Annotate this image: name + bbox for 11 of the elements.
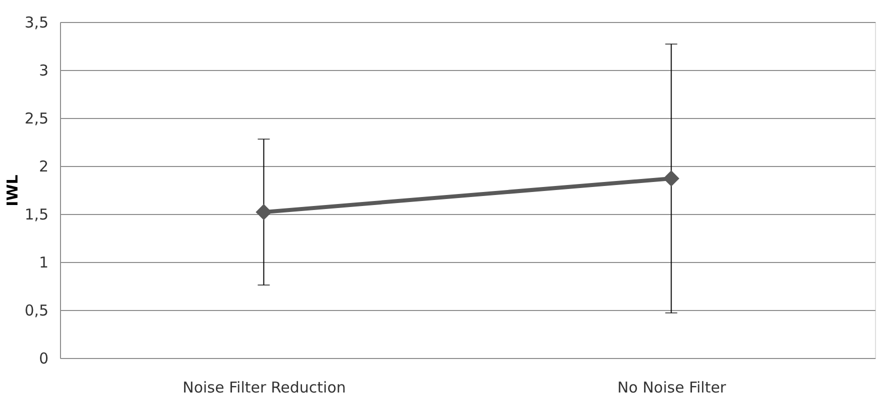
y-tick-label: 1: [38, 254, 48, 272]
y-tick-label: 2,5: [24, 110, 48, 128]
y-tick-label: 1,5: [24, 206, 48, 224]
y-tick-label: 0: [38, 350, 48, 368]
y-axis-title: IWL: [4, 174, 22, 206]
y-tick-label: 3: [38, 62, 48, 80]
x-tick-label: No Noise Filter: [617, 378, 727, 396]
y-tick-label: 3,5: [24, 14, 48, 32]
y-tick-label: 2: [38, 158, 48, 176]
y-tick-label: 0,5: [24, 302, 48, 320]
x-tick-label: Noise Filter Reduction: [182, 378, 346, 396]
